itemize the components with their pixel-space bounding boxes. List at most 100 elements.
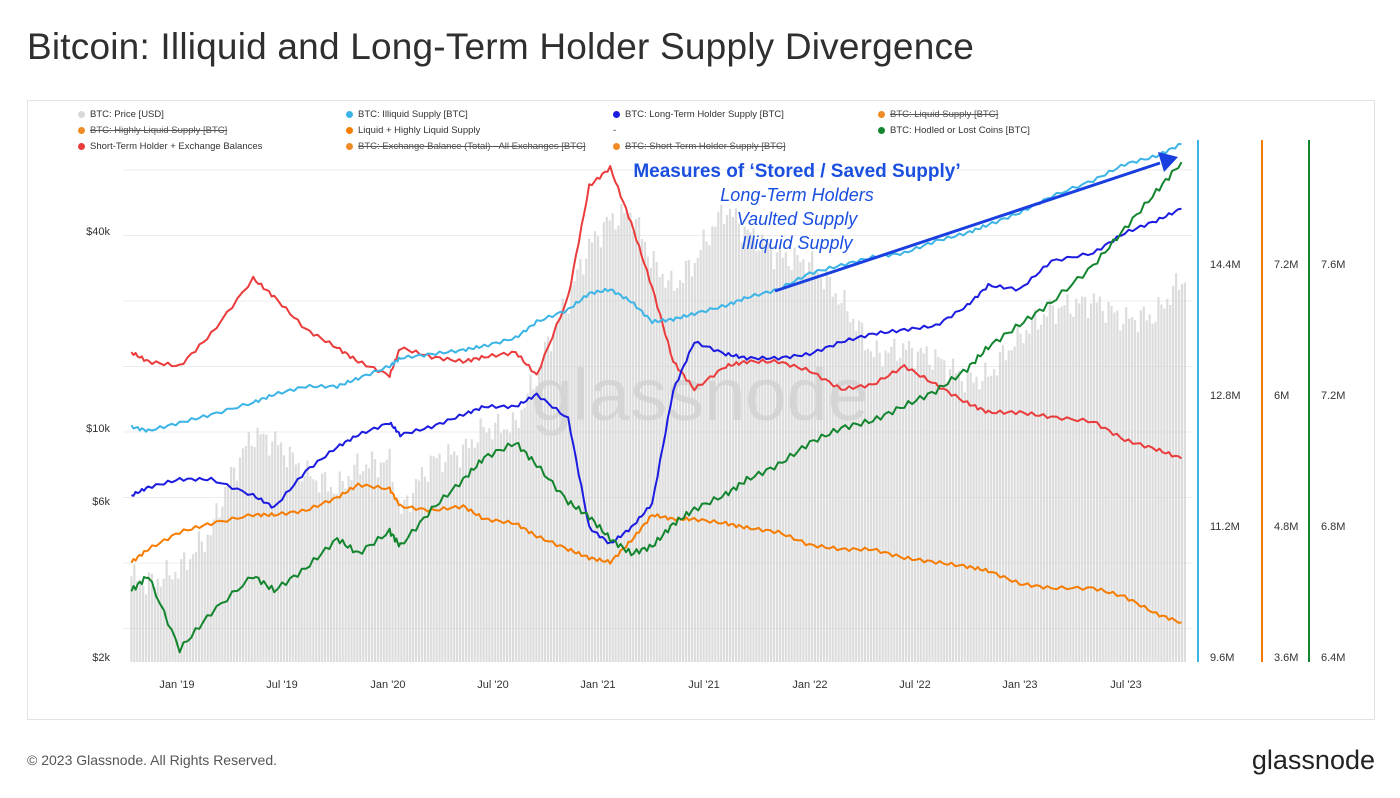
price-bar xyxy=(379,462,382,662)
price-bar xyxy=(828,276,831,662)
price-bar xyxy=(356,453,359,662)
legend-item[interactable]: BTC: Highly Liquid Supply [BTC] xyxy=(78,125,227,136)
price-bar xyxy=(676,288,679,662)
price-bar xyxy=(177,578,180,662)
price-bar xyxy=(1048,299,1051,662)
price-bar xyxy=(1001,344,1005,662)
copyright-footer: © 2023 Glassnode. All Rights Reserved. xyxy=(27,752,278,768)
price-bar xyxy=(153,586,156,662)
legend-item[interactable]: BTC: Hodled or Lost Coins [BTC] xyxy=(878,125,1030,136)
legend-item[interactable]: BTC: Liquid Supply [BTC] xyxy=(878,109,998,120)
price-bar xyxy=(520,409,523,662)
hodled-tick-label: 7.6M xyxy=(1321,259,1345,271)
price-bar xyxy=(993,369,996,662)
price-bar xyxy=(467,448,470,662)
price-bar xyxy=(605,216,608,663)
price-bar xyxy=(1057,308,1060,662)
price-bar xyxy=(890,346,893,662)
price-bar xyxy=(1063,305,1066,662)
price-bar xyxy=(661,273,664,662)
price-bar xyxy=(866,348,870,662)
legend-item[interactable]: Liquid + Highly Liquid Supply xyxy=(346,125,480,136)
price-bar xyxy=(916,351,919,662)
annotation-heading: Measures of ‘Stored / Saved Supply’ xyxy=(633,161,960,182)
price-bar xyxy=(664,287,667,662)
price-bar xyxy=(925,346,928,662)
price-bar xyxy=(931,369,934,662)
legend-swatch xyxy=(878,127,885,134)
price-bar xyxy=(488,428,491,662)
price-bar xyxy=(1007,350,1010,662)
price-bar xyxy=(772,269,776,662)
legend-label: BTC: Short-Term Holder Supply [BTC] xyxy=(625,141,786,152)
legend-item[interactable]: Short-Term Holder + Exchange Balances xyxy=(78,141,262,152)
price-bar xyxy=(544,341,547,662)
legend-item[interactable]: BTC: Short-Term Holder Supply [BTC] xyxy=(613,141,786,152)
liquid-tick-label: 6M xyxy=(1274,390,1289,402)
annotation-arrow-shaft xyxy=(774,161,1161,293)
legend-item[interactable]: BTC: Long-Term Holder Supply [BTC] xyxy=(613,109,784,120)
price-bar xyxy=(476,442,479,662)
price-bar xyxy=(241,448,245,662)
price-bar xyxy=(221,506,224,662)
price-bar xyxy=(770,248,773,662)
legend-label: BTC: Highly Liquid Supply [BTC] xyxy=(90,125,228,136)
price-bar xyxy=(899,357,902,662)
legend-item[interactable]: - xyxy=(613,125,616,136)
price-bar xyxy=(919,347,922,662)
price-bar xyxy=(928,364,931,662)
legend-item[interactable]: BTC: Exchange Balance (Total) - All Exch… xyxy=(346,141,586,152)
price-bar xyxy=(1054,323,1057,662)
price-bar xyxy=(837,304,840,662)
price-bar xyxy=(265,434,268,662)
price-bar xyxy=(1072,316,1075,662)
price-bar xyxy=(312,479,315,662)
price-bar xyxy=(1166,298,1169,662)
price-bar xyxy=(623,212,626,662)
price-bar xyxy=(904,349,908,662)
price-bar xyxy=(365,464,368,662)
x-tick-label: Jul '20 xyxy=(477,679,508,691)
legend-item[interactable]: BTC: Illiquid Supply [BTC] xyxy=(346,109,468,120)
price-bar xyxy=(315,480,318,662)
price-bar xyxy=(282,455,286,662)
price-bar xyxy=(570,285,573,662)
price-bar xyxy=(693,262,696,662)
y-tick-label-price: $6k xyxy=(92,496,110,508)
price-bar xyxy=(814,270,817,662)
price-bar xyxy=(456,455,459,662)
illiquid-tick-label: 12.8M xyxy=(1210,390,1241,402)
price-bar xyxy=(884,350,887,662)
price-bar xyxy=(473,447,476,662)
series-line-lth xyxy=(131,207,1182,545)
price-bar xyxy=(206,534,209,662)
price-bar xyxy=(341,481,344,662)
price-bar xyxy=(479,418,482,662)
price-bar xyxy=(834,293,837,662)
price-bar xyxy=(1151,323,1154,662)
price-bar xyxy=(215,503,218,662)
price-bar xyxy=(863,350,867,662)
legend-item[interactable]: BTC: Price [USD] xyxy=(78,109,164,120)
legend-label: BTC: Price [USD] xyxy=(90,109,164,120)
price-bar xyxy=(558,316,561,662)
price-bar xyxy=(1066,294,1069,662)
price-bar xyxy=(910,347,914,662)
x-tick-label: Jul '21 xyxy=(688,679,719,691)
legend-label: BTC: Hodled or Lost Coins [BTC] xyxy=(890,125,1030,136)
price-bar xyxy=(767,242,770,663)
price-bar xyxy=(420,467,424,662)
price-bar xyxy=(218,517,221,662)
price-bar xyxy=(347,475,350,662)
x-tick-label: Jan '22 xyxy=(792,679,827,691)
price-bar xyxy=(541,363,544,662)
illiquid-tick-label: 9.6M xyxy=(1210,652,1234,664)
price-bar xyxy=(494,422,497,662)
price-bar xyxy=(778,246,782,662)
price-bar xyxy=(811,251,814,662)
price-bar xyxy=(400,513,403,662)
price-bar xyxy=(734,208,737,662)
price-bar xyxy=(679,280,682,662)
price-bar xyxy=(1075,298,1078,662)
x-tick-label: Jan '20 xyxy=(370,679,405,691)
